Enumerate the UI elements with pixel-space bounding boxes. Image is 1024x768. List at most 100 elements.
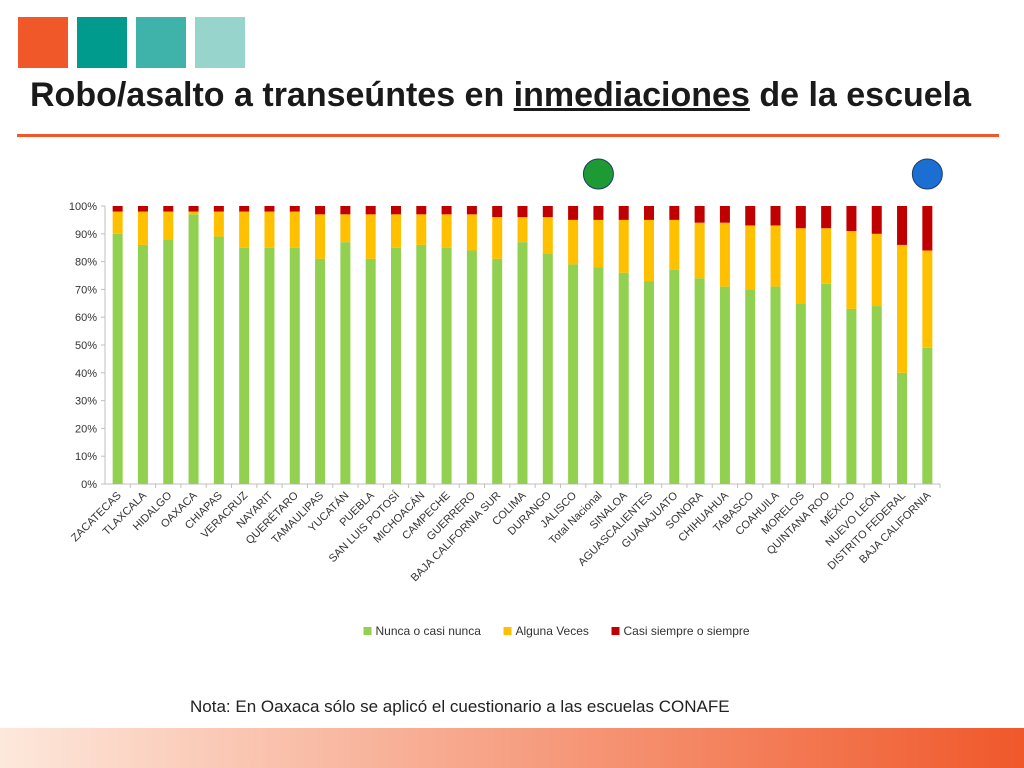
y-tick-label: 60% — [75, 312, 97, 324]
footnote: Nota: En Oaxaca sólo se aplicó el cuesti… — [190, 697, 730, 716]
bar-segment — [593, 267, 604, 484]
bar-segment — [163, 206, 174, 212]
legend-label: Casi siempre o siempre — [624, 624, 750, 638]
blue-circle — [911, 158, 943, 190]
bar-segment — [644, 219, 655, 282]
bar-segment — [821, 206, 832, 229]
bar-segment — [213, 236, 224, 484]
bar-segment — [795, 206, 806, 229]
bar-segment — [264, 211, 275, 248]
bar-segment — [770, 286, 781, 484]
bar-segment — [163, 211, 174, 240]
bar-segment — [644, 281, 655, 484]
bar-segment — [694, 206, 705, 223]
bar-segment — [745, 289, 756, 484]
legend-swatch — [503, 627, 512, 635]
bar-segment — [390, 247, 401, 484]
bar-segment — [669, 219, 680, 270]
y-tick-label: 30% — [75, 396, 97, 408]
bar-segment — [137, 206, 148, 212]
bar-segment — [365, 258, 376, 484]
bar-segment — [112, 206, 123, 212]
bar-segment — [441, 214, 452, 248]
bar-segment — [441, 206, 452, 215]
bar-segment — [416, 244, 427, 484]
bar-segment — [492, 206, 503, 218]
light-teal-square — [195, 17, 245, 68]
bar-segment — [188, 214, 199, 484]
bar-segment — [897, 244, 908, 373]
bar-segment — [542, 253, 553, 484]
y-tick-label: 20% — [75, 423, 97, 435]
bar-segment — [239, 247, 250, 484]
y-tick-label: 100% — [69, 201, 97, 213]
bar-segment — [719, 206, 730, 223]
stacked-bar-chart: 0%10%20%30%40%50%60%70%80%90%100%ZACATEC… — [69, 158, 943, 638]
bar-segment — [239, 211, 250, 248]
bar-segment — [315, 206, 326, 215]
bar-segment — [745, 225, 756, 290]
bar-segment — [340, 214, 351, 243]
bar-segment — [188, 206, 199, 212]
bar-segment — [416, 206, 427, 215]
bar-segment — [745, 206, 756, 226]
bar-segment — [593, 206, 604, 220]
bar-segment — [846, 308, 857, 484]
bar-segment — [340, 206, 351, 215]
bar-segment — [568, 219, 579, 265]
bar-segment — [897, 372, 908, 484]
header-color-squares — [18, 17, 245, 68]
y-tick-label: 10% — [75, 451, 97, 463]
bar-segment — [264, 206, 275, 212]
bar-segment — [188, 211, 199, 215]
bar-segment — [466, 206, 477, 215]
bar-segment — [542, 217, 553, 254]
bar-segment — [770, 225, 781, 287]
teal-square — [77, 17, 127, 68]
bar-segment — [846, 206, 857, 232]
bar-segment — [922, 250, 933, 348]
bar-segment — [239, 206, 250, 212]
mid-teal-square — [136, 17, 186, 68]
y-tick-label: 80% — [75, 257, 97, 269]
bar-segment — [719, 222, 730, 287]
bar-segment — [517, 242, 528, 484]
bar-segment — [315, 214, 326, 259]
bar-segment — [112, 233, 123, 484]
bar-segment — [618, 272, 629, 484]
legend-label: Alguna Veces — [516, 624, 589, 638]
bar-segment — [213, 211, 224, 237]
bar-segment — [897, 206, 908, 245]
bar-segment — [922, 206, 933, 251]
y-tick-label: 0% — [81, 479, 97, 491]
bar-segment — [289, 211, 300, 248]
bar-segment — [821, 283, 832, 484]
bar-segment — [694, 222, 705, 279]
bar-segment — [466, 214, 477, 251]
title-underlined-word: inmediaciones — [513, 76, 750, 114]
bar-segment — [517, 206, 528, 218]
bar-segment — [871, 233, 882, 307]
bar-segment — [466, 250, 477, 484]
bar-segment — [390, 206, 401, 215]
bar-segment — [770, 206, 781, 226]
bar-segment — [871, 206, 882, 234]
bar-segment — [264, 247, 275, 484]
y-tick-label: 90% — [75, 229, 97, 241]
bar-segment — [669, 269, 680, 484]
bar-segment — [846, 231, 857, 309]
bar-segment — [340, 242, 351, 484]
orange-square — [18, 17, 68, 68]
bar-segment — [618, 219, 629, 273]
y-tick-label: 40% — [75, 368, 97, 380]
bar-segment — [922, 347, 933, 484]
title-underline-rule — [17, 134, 999, 137]
bar-segment — [390, 214, 401, 248]
legend-label: Nunca o casi nunca — [376, 624, 482, 638]
legend-swatch — [363, 627, 372, 635]
bar-segment — [137, 244, 148, 484]
bar-segment — [492, 217, 503, 259]
bar-segment — [593, 219, 604, 268]
title-part-2: de la escuela — [749, 76, 972, 114]
title-part-1: Robo/asalto a transeúntes en — [30, 76, 514, 114]
